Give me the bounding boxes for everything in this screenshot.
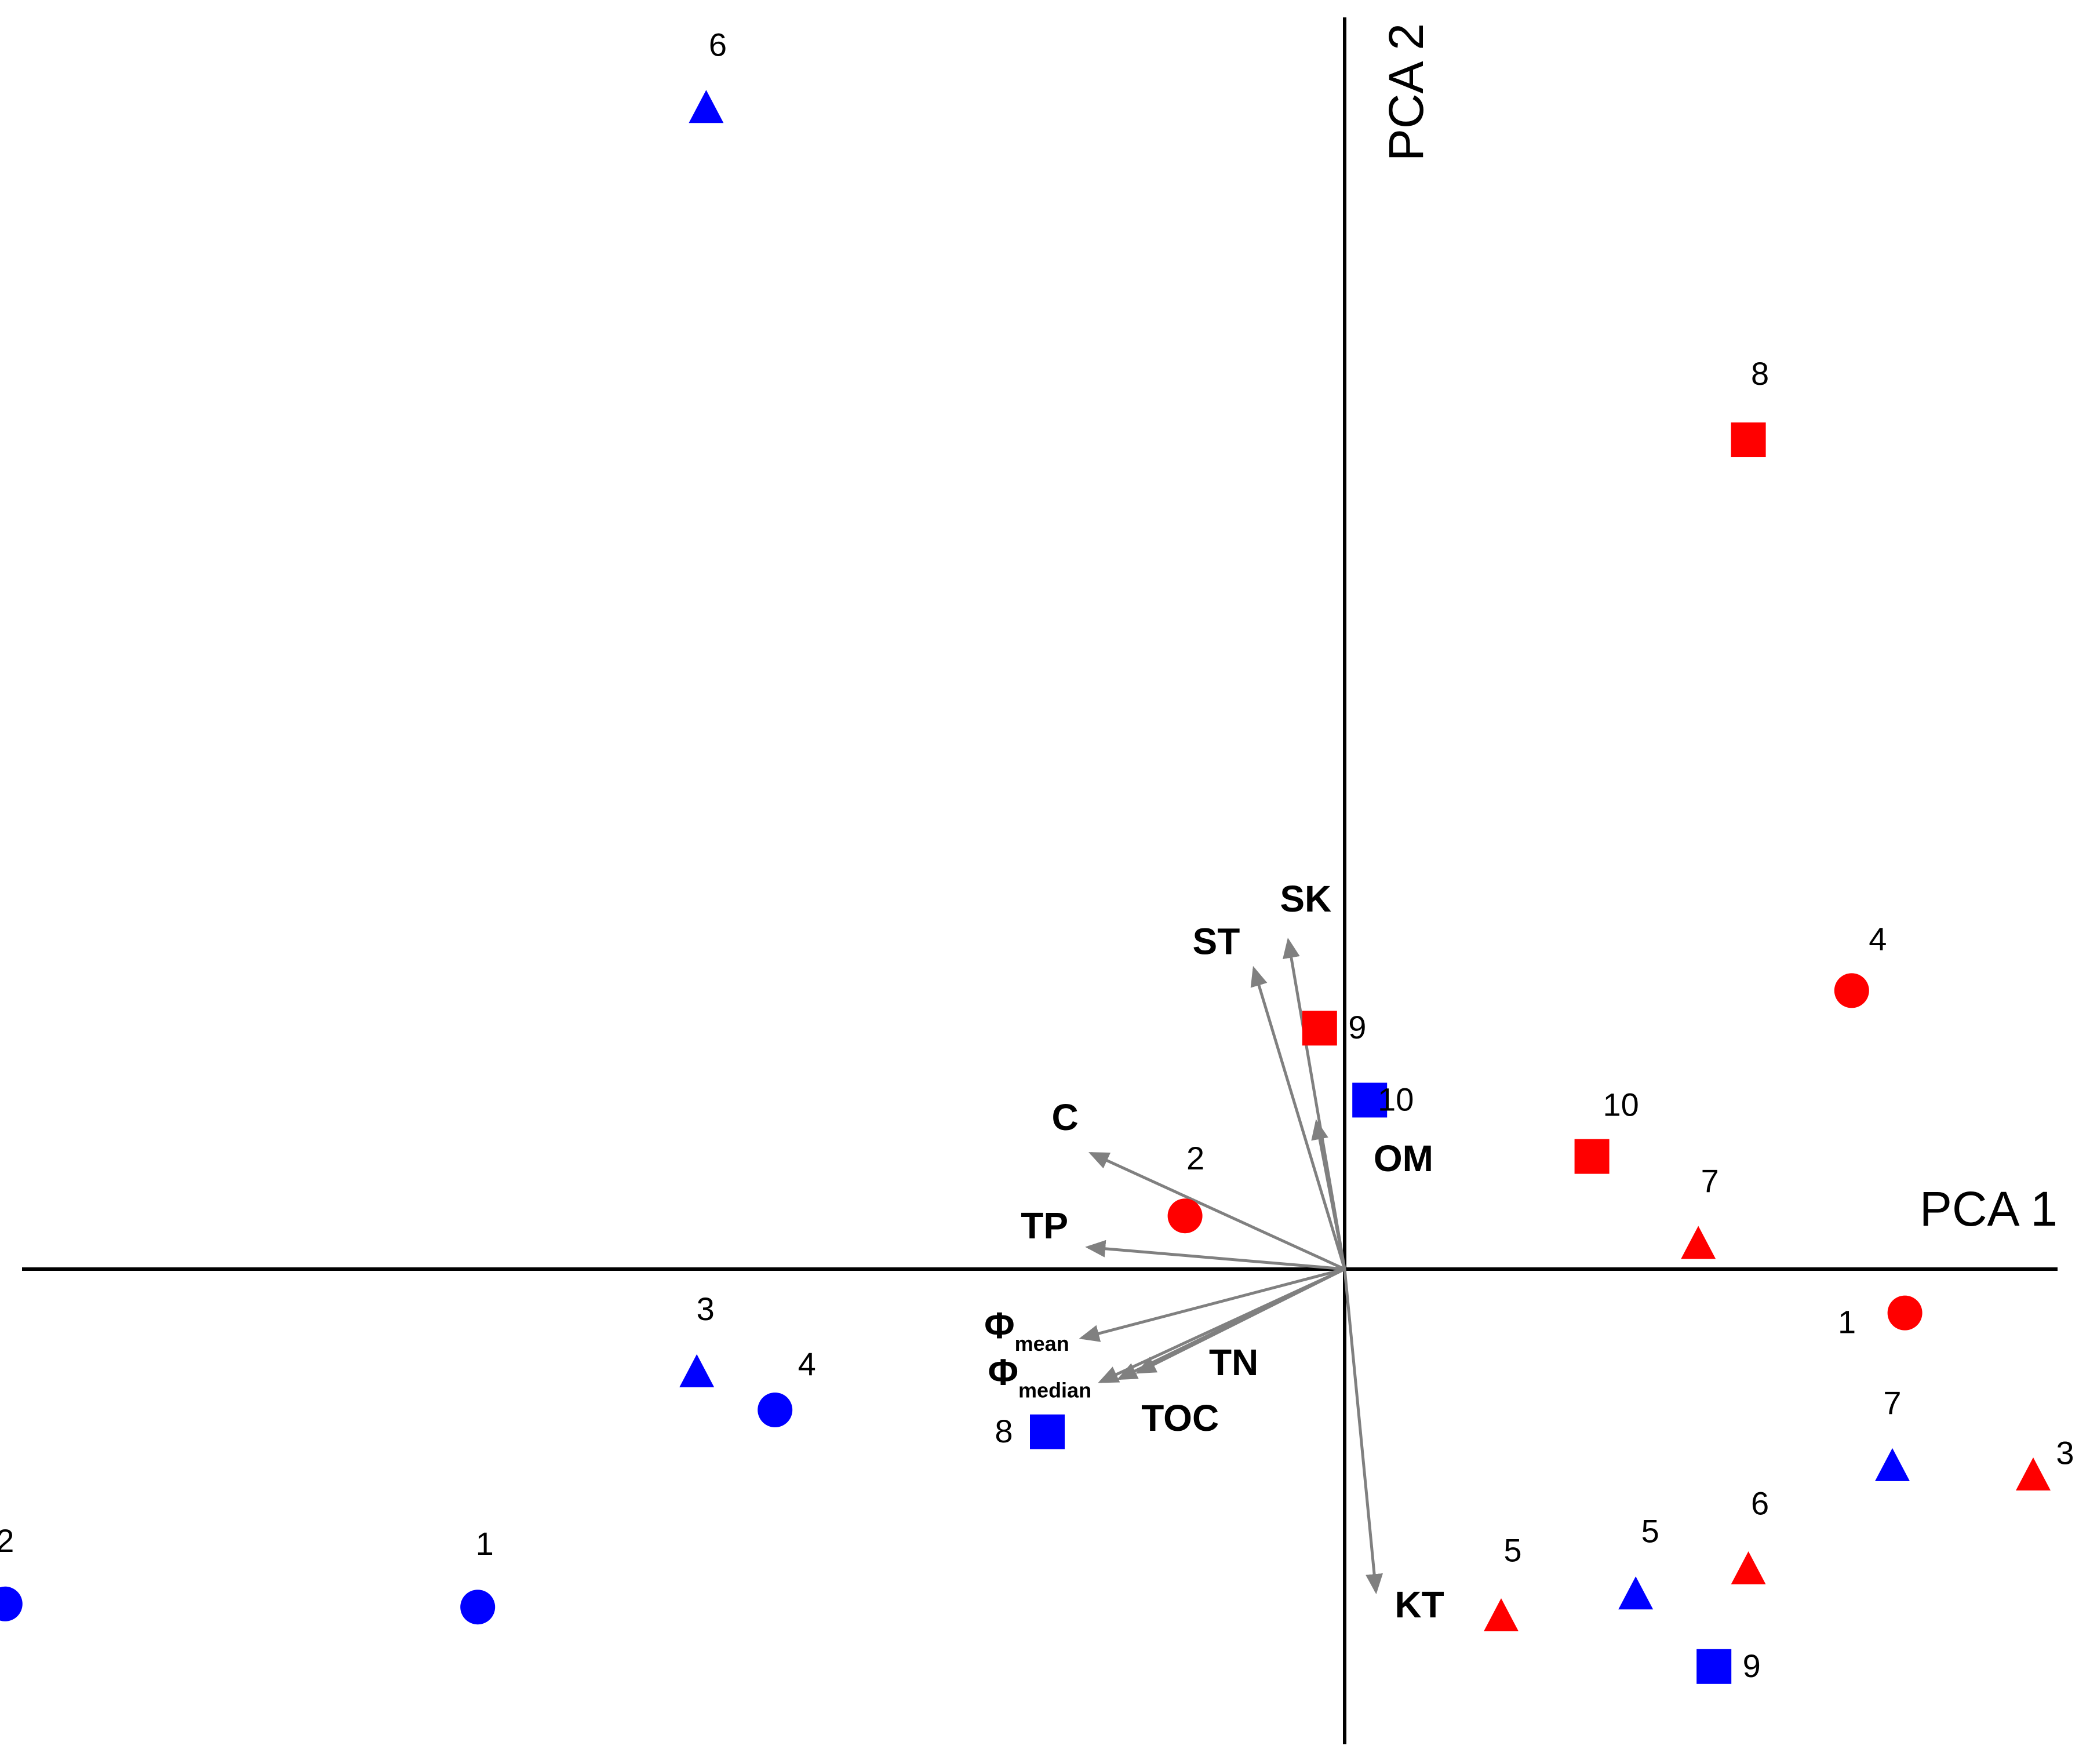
blue-square-10-marker xyxy=(1352,1083,1388,1118)
red-circle-1-marker xyxy=(1887,1295,1923,1331)
blue-triangle-5-marker xyxy=(1618,1576,1654,1610)
red-square-9-label: 9 xyxy=(1348,1009,1366,1045)
vector-om-arrow xyxy=(1311,1119,1346,1270)
blue-circle-2-marker xyxy=(0,1586,23,1621)
sample-points: 2 1 4 6 3 7 5 8 10 9 2 4 1 7 3 6 5 8 9 10 xyxy=(0,27,2074,1684)
vector-st-label: ST xyxy=(1193,921,1240,963)
vector-tn-label: TN xyxy=(1209,1342,1258,1383)
blue-triangle-6-label: 6 xyxy=(709,27,727,63)
red-square-8-marker xyxy=(1731,422,1766,457)
blue-triangle-3-label: 3 xyxy=(697,1291,715,1327)
vector-tp-arrow xyxy=(1085,1240,1345,1271)
vector-sk-label: SK xyxy=(1280,878,1331,920)
blue-circle-1-marker xyxy=(460,1590,496,1625)
vector-tn-arrow xyxy=(1135,1267,1346,1374)
blue-triangle-7-marker xyxy=(1875,1448,1910,1481)
red-triangle-3-marker xyxy=(2016,1457,2051,1491)
blue-circle-4-marker xyxy=(758,1393,793,1427)
blue-circle-4-label: 4 xyxy=(798,1346,816,1382)
red-circle-1-label: 1 xyxy=(1838,1304,1856,1340)
red-square-8-label: 8 xyxy=(1751,355,1769,392)
red-circle-4-label: 4 xyxy=(1869,920,1887,957)
blue-square-9-label: 9 xyxy=(1743,1648,1761,1684)
blue-triangle-7-label: 7 xyxy=(1883,1384,1901,1421)
vector-c-arrow xyxy=(1088,1151,1346,1271)
pca2-axis-title: PCA 2 xyxy=(1379,23,1433,161)
red-triangle-5-label: 5 xyxy=(1503,1532,1521,1568)
vector-tp-label: TP xyxy=(1021,1205,1068,1247)
vector-c-label: C xyxy=(1051,1096,1078,1138)
pca1-axis-title: PCA 1 xyxy=(1920,1182,2058,1236)
blue-triangle-5-label: 5 xyxy=(1641,1513,1659,1550)
blue-square-10-label: 10 xyxy=(1378,1081,1414,1117)
red-square-10-marker xyxy=(1574,1139,1610,1174)
red-square-10-label: 10 xyxy=(1603,1087,1639,1123)
red-triangle-7-marker xyxy=(1681,1226,1716,1259)
blue-square-8-label: 8 xyxy=(995,1413,1013,1449)
blue-circle-2-label: 2 xyxy=(0,1522,14,1559)
vector-phi-mean-label: Φmean xyxy=(984,1304,1069,1355)
red-triangle-3-label: 3 xyxy=(2056,1434,2074,1471)
red-circle-2-label: 2 xyxy=(1186,1140,1204,1176)
red-circle-4-marker xyxy=(1834,973,1869,1008)
vector-om-label: OM xyxy=(1374,1138,1433,1179)
vector-phi-median-label: Φmedian xyxy=(988,1351,1092,1402)
vector-st-arrow xyxy=(1250,965,1346,1270)
vector-kt-label: KT xyxy=(1395,1584,1444,1625)
blue-triangle-6-marker xyxy=(689,90,724,123)
blue-circle-1-label: 1 xyxy=(476,1525,494,1562)
vector-phi-mean-arrow xyxy=(1079,1267,1345,1342)
red-square-9-marker xyxy=(1302,1011,1337,1046)
blue-triangle-3-marker xyxy=(679,1354,715,1387)
red-triangle-6-label: 6 xyxy=(1751,1485,1769,1521)
red-triangle-7-label: 7 xyxy=(1701,1162,1719,1199)
blue-square-9-marker xyxy=(1696,1649,1732,1684)
red-triangle-6-marker xyxy=(1731,1551,1766,1585)
red-circle-2-marker xyxy=(1167,1198,1203,1234)
vector-kt-arrow xyxy=(1343,1269,1383,1595)
vector-toc-label: TOC xyxy=(1141,1397,1219,1439)
blue-square-8-marker xyxy=(1030,1414,1065,1449)
red-triangle-5-marker xyxy=(1484,1598,1519,1632)
